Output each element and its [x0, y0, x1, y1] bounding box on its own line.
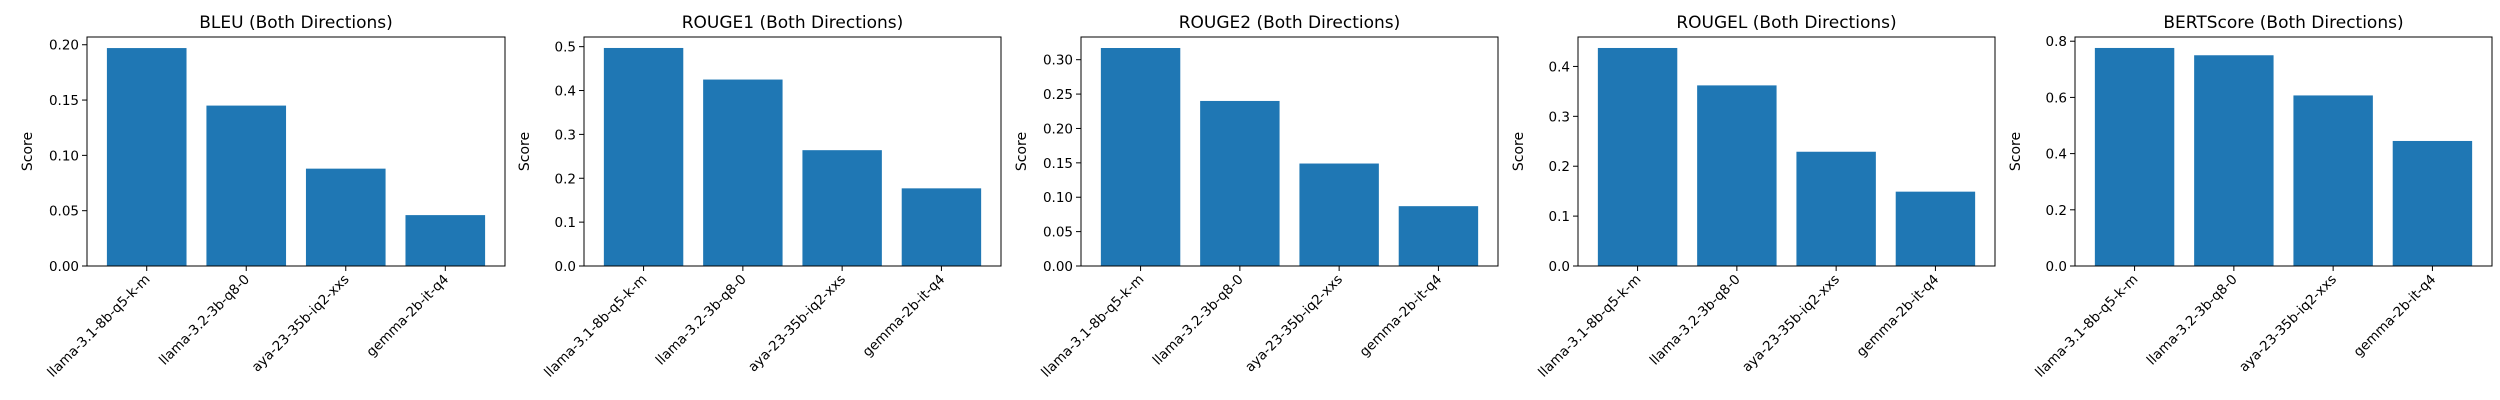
x-tick-label: aya-23-35b-iq2-xxs	[1242, 272, 1346, 376]
chart-title: ROUGE2 (Both Directions)	[1179, 13, 1401, 33]
x-tick-label: gemma-2b-it-q4	[1357, 272, 1446, 361]
x-tick-label: llama-3.2-3b-q8-0	[1647, 272, 1744, 369]
y-tick-label: 0.20	[1043, 121, 1073, 137]
chart-title: ROUGE1 (Both Directions)	[682, 13, 904, 33]
y-tick-label: 0.3	[1549, 109, 1570, 125]
x-tick-label: aya-23-35b-iq2-xxs	[1739, 272, 1843, 376]
chart-panel-3: 0.00 0.05 0.10 0.15 0.20 0.25 0.30 llama-3.1-8b…	[1014, 13, 1499, 381]
y-tick-label: 0.8	[2046, 34, 2067, 50]
y-axis-label: Score	[20, 132, 36, 171]
bar-4	[2392, 140, 2473, 266]
y-tick-label: 0.0	[1549, 259, 1570, 275]
chart-panel-5: 0.0 0.2 0.4 0.6 0.8 llama-3.1-8b-q5-k-m llama-…	[2008, 13, 2493, 381]
bar-3	[305, 168, 386, 266]
chart-title: ROUGEL (Both Directions)	[1676, 13, 1896, 33]
y-tick-label: 0.4	[555, 84, 576, 100]
bar-4	[901, 188, 982, 266]
chart-panel-1: 0.00 0.05 0.10 0.15 0.20 llama-3.1-8b-q5-k-m l…	[20, 13, 506, 381]
y-tick-label: 0.05	[49, 204, 79, 220]
axes-frame	[86, 36, 506, 267]
x-tick-label: gemma-2b-it-q4	[860, 272, 949, 361]
x-tick-label: llama-3.1-8b-q5-k-m	[541, 272, 650, 381]
bar-4	[405, 215, 486, 266]
y-axis-label: Score	[1511, 132, 1527, 171]
y-axis-label: Score	[2008, 132, 2024, 171]
y-tick-label: 0.2	[1549, 159, 1570, 175]
y-tick-label: 0.4	[2046, 147, 2067, 163]
y-axis-label: Score	[1014, 132, 1030, 171]
y-tick-label: 0.4	[1549, 59, 1570, 75]
x-tick-label: aya-23-35b-iq2-xxs	[249, 272, 353, 376]
x-tick-label: llama-3.1-8b-q5-k-m	[44, 272, 153, 381]
y-tick-label: 0.00	[49, 259, 79, 275]
y-tick-label: 0.25	[1043, 87, 1073, 103]
x-tick-label: llama-3.1-8b-q5-k-m	[2032, 272, 2141, 381]
y-tick-label: 0.15	[1043, 156, 1073, 172]
axes-frame	[1577, 36, 1996, 267]
y-tick-label: 0.10	[49, 148, 79, 164]
y-tick-label: 0.2	[555, 171, 576, 187]
x-tick-label: gemma-2b-it-q4	[363, 272, 452, 361]
x-tick-label: llama-3.1-8b-q5-k-m	[1535, 272, 1644, 381]
y-tick-label: 0.5	[555, 40, 576, 56]
bar-3	[2293, 95, 2373, 266]
x-tick-label: aya-23-35b-iq2-xxs	[745, 272, 849, 376]
bar-4	[1398, 206, 1479, 266]
bar-3	[802, 150, 882, 266]
bar-1	[1100, 48, 1181, 266]
chart-title: BERTScore (Both Directions)	[2163, 13, 2403, 33]
bar-1	[1597, 47, 1678, 267]
x-tick-label: llama-3.2-3b-q8-0	[156, 272, 253, 369]
y-tick-label: 0.2	[2046, 203, 2067, 219]
x-tick-label: gemma-2b-it-q4	[2351, 272, 2440, 361]
y-tick-label: 0.1	[555, 215, 576, 231]
y-tick-label: 0.00	[1043, 259, 1073, 275]
bar-2	[703, 79, 783, 266]
axes-frame	[583, 36, 1002, 267]
chart-panel-2: 0.0 0.1 0.2 0.3 0.4 0.5 llama-3.1-8b-q5-k-m lla…	[517, 13, 1002, 381]
y-tick-label: 0.20	[49, 38, 79, 54]
axes-frame	[2074, 36, 2493, 267]
y-tick-label: 0.6	[2046, 90, 2067, 106]
bar-3	[1299, 163, 1379, 266]
bar-1	[106, 48, 187, 267]
x-tick-label: llama-3.2-3b-q8-0	[1150, 272, 1247, 369]
y-tick-label: 0.05	[1043, 225, 1073, 241]
x-tick-label: aya-23-35b-iq2-xxs	[2236, 272, 2340, 376]
bar-1	[603, 47, 684, 266]
y-tick-label: 0.0	[2046, 259, 2067, 275]
y-tick-label: 0.3	[555, 127, 576, 143]
x-tick-label: llama-3.2-3b-q8-0	[653, 272, 750, 369]
chart-title: BLEU (Both Directions)	[199, 13, 393, 33]
bar-3	[1796, 151, 1876, 266]
y-tick-label: 0.10	[1043, 190, 1073, 206]
bar-2	[1200, 100, 1280, 266]
y-axis-label: Score	[517, 132, 533, 171]
chart-panel-4: 0.0 0.1 0.2 0.3 0.4 llama-3.1-8b-q5-k-m llama-…	[1511, 13, 1996, 381]
y-tick-label: 0.0	[555, 259, 576, 275]
bar-1	[2094, 47, 2175, 267]
x-tick-label: llama-3.1-8b-q5-k-m	[1038, 272, 1147, 381]
bar-2	[206, 105, 287, 266]
bar-4	[1895, 191, 1976, 266]
bar-2	[2194, 55, 2274, 267]
axes-frame	[1080, 36, 1499, 267]
y-tick-label: 0.30	[1043, 53, 1073, 69]
y-tick-label: 0.15	[49, 93, 79, 109]
x-tick-label: gemma-2b-it-q4	[1854, 272, 1943, 361]
bar-2	[1697, 85, 1777, 266]
x-tick-label: llama-3.2-3b-q8-0	[2144, 272, 2241, 369]
y-tick-label: 0.1	[1549, 209, 1570, 225]
